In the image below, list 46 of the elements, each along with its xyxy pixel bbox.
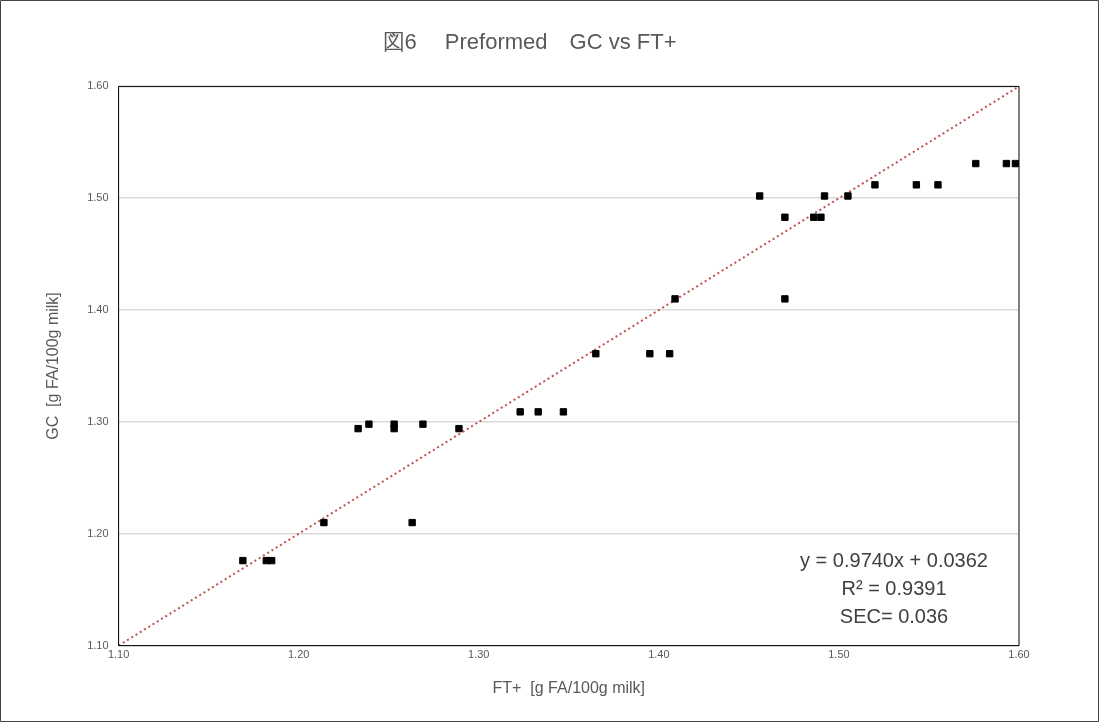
point [665,350,674,358]
x-tick-label: 1.60 [1008,648,1030,661]
x-tick-label: 1.10 [107,648,130,661]
point [239,556,247,565]
point [408,518,416,527]
point [455,424,463,433]
point [820,192,829,200]
point [781,295,789,303]
point [972,159,980,168]
y-tick-label: 1.10 [87,638,109,651]
x-tick-label: 1.50 [828,648,850,661]
point [365,420,373,428]
y-tick-label: 1.50 [87,191,109,204]
y-tick-label: 1.20 [87,526,109,539]
point [267,556,276,565]
annotation: SEC= 0.036 [839,605,949,628]
point [671,295,679,303]
point [646,350,654,358]
point [320,518,328,527]
x-tick-label: 1.20 [287,648,310,661]
point [817,213,825,221]
point [592,350,600,358]
chart-title: 図6 Preformed GC vs FT+ [382,29,677,55]
y-axis-title: GC [g FA/100g milk] [44,292,62,440]
y-tick-label: 1.60 [87,79,109,92]
x-tick-label: 1.40 [648,648,670,661]
point [934,181,942,189]
y-tick-label: 1.30 [87,414,109,427]
point [516,408,524,416]
point [844,192,852,200]
point [781,213,789,221]
point [534,408,542,416]
point [390,420,398,428]
point [419,420,427,428]
x-tick-label: 1.30 [468,648,490,661]
point [559,408,568,416]
point [1002,159,1011,168]
annotation: y = 0.9740x + 0.0362 [800,549,988,572]
point [810,213,818,221]
x-axis-title: FT+ [g FA/100g milk] [492,678,646,696]
point [912,181,921,189]
point [756,192,764,200]
annotation: R² = 0.9391 [841,577,947,600]
point [354,424,362,433]
y-tick-label: 1.40 [87,303,109,316]
point [871,181,879,189]
